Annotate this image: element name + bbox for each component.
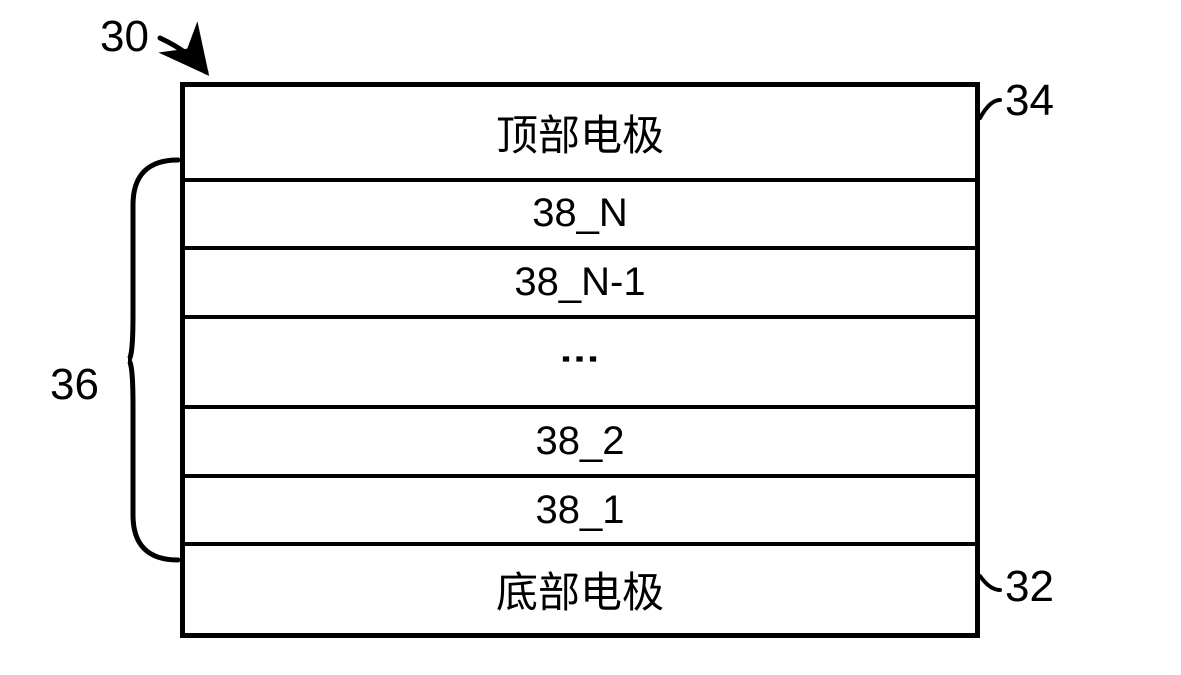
leader-32 [0, 0, 1181, 675]
leader-32-path [980, 576, 1000, 590]
diagram-canvas: 30 顶部电极 38_N 38_N-1 ⋮ 38_2 38_1 [0, 0, 1181, 675]
ref-label-34: 34 [1005, 76, 1054, 126]
ref-label-36: 36 [50, 360, 99, 410]
ref-label-32: 32 [1005, 562, 1054, 612]
